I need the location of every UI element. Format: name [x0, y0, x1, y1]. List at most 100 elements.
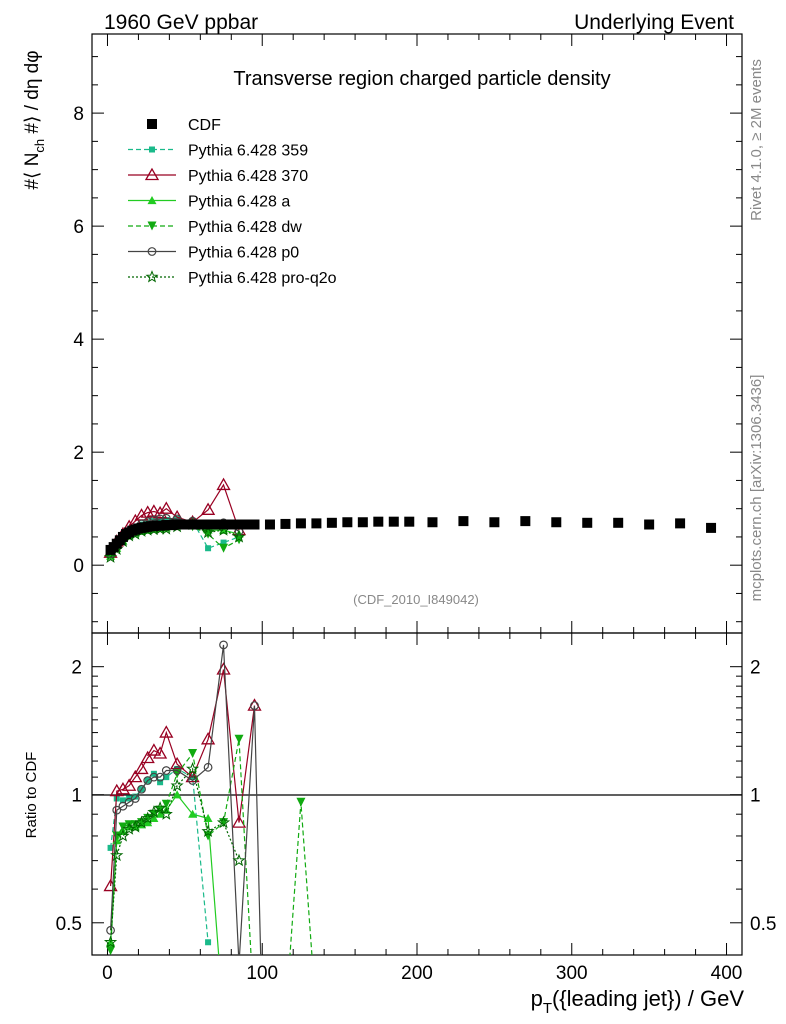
data-point [342, 517, 353, 528]
x-tick-label: 200 [401, 963, 433, 984]
ratio-point [122, 778, 137, 791]
legend-entry: Pythia 6.428 p0 [128, 245, 299, 262]
data-point [404, 516, 415, 527]
legend: CDF Pythia 6.428 359 Pythia 6.428 370 Pythi… [128, 117, 337, 287]
legend-marker [147, 196, 157, 205]
ratio-point [128, 769, 143, 783]
mc-point [220, 539, 227, 546]
legend-marker [144, 167, 160, 181]
ratio-point [216, 815, 231, 829]
legend-label: Pythia 6.428 p0 [188, 245, 299, 262]
data-point [326, 517, 337, 528]
ratio-plot-frame [91, 632, 743, 956]
ratio-point [153, 801, 167, 814]
ratio-point [124, 797, 134, 807]
ratio-y-tick-label-right: 2 [750, 658, 761, 679]
ratio-point [188, 776, 197, 785]
ratio-point [107, 844, 114, 851]
ratio-series-pythia-6-428-p0 [106, 640, 262, 968]
ratio-series-pythia-6-428-370 [103, 662, 262, 892]
ratio-point [112, 805, 122, 815]
ratio-point [235, 960, 243, 968]
ratio-y-tick-label-right: 1 [750, 786, 761, 807]
data-point [458, 516, 469, 527]
main-axis-ticks: 0 2 4 6 8 [73, 34, 742, 633]
ratio-data-layer [103, 640, 313, 968]
header-right: Underlying Event [574, 11, 734, 34]
ratio-point [219, 640, 228, 650]
main-y-tick-label: 8 [73, 104, 84, 125]
ratio-point [234, 734, 244, 744]
data-point [295, 518, 306, 529]
ratio-point [203, 762, 213, 772]
chart-title: Transverse region charged particle densi… [233, 68, 610, 90]
ratio-point [201, 824, 215, 837]
mc-point [216, 477, 231, 491]
ratio-point [159, 725, 174, 738]
series-line [110, 523, 240, 558]
data-point [280, 518, 291, 529]
legend-marker [149, 146, 155, 153]
legend-label: CDF [188, 117, 221, 134]
x-axis-label: pT({leading jet}) / GeV [531, 986, 745, 1017]
ratio-series-pythia-6-428-pro-q2o [103, 761, 246, 948]
mc-point [152, 505, 168, 519]
ratio-y-tick-label: 1 [71, 786, 82, 807]
legend-entry: CDF [147, 117, 221, 134]
ratio-line [110, 644, 262, 955]
data-point [675, 518, 686, 529]
ratio-point [169, 756, 185, 770]
ratio-point [200, 731, 216, 745]
data-point [427, 517, 438, 528]
ratio-point [106, 946, 116, 955]
x-tick-label: 100 [246, 963, 278, 984]
legend-marker [147, 119, 157, 129]
data-point [520, 516, 531, 527]
main-y-tick-label: 0 [73, 556, 84, 577]
ratio-point [132, 793, 139, 800]
ratio-point [159, 807, 173, 820]
data-point [373, 516, 384, 527]
ratio-point [155, 772, 165, 782]
legend-label: Pythia 6.428 dw [188, 219, 302, 236]
ratio-point [152, 746, 168, 759]
data-point [357, 517, 368, 528]
ratio-point [149, 772, 159, 782]
ratio-point [118, 822, 128, 832]
analysis-tag: (CDF_2010_I849042) [353, 592, 479, 607]
ratio-point [161, 766, 171, 775]
ratio-point [141, 811, 155, 824]
ratio-point [118, 801, 128, 811]
legend-entry: Pythia 6.428 370 [128, 167, 308, 185]
ratio-point [119, 797, 126, 804]
ratio-point [110, 848, 124, 862]
legend-entry: Pythia 6.428 pro-q2o [128, 270, 337, 287]
data-point [582, 517, 593, 528]
mc-point [200, 502, 216, 515]
ratio-point [130, 794, 140, 803]
ratio-series-pythia-6-428-359 [107, 765, 212, 946]
ratio-series-pythia-6-428-dw [106, 734, 313, 955]
mc-point [219, 543, 229, 553]
mc-point [163, 516, 170, 523]
legend-marker [147, 221, 157, 231]
ratio-point [163, 774, 170, 781]
ratio-point [170, 778, 184, 792]
legend-marker [147, 247, 157, 256]
ratio-y-axis-label: Ratio to CDF [23, 752, 40, 839]
data-point [613, 517, 624, 528]
ratio-y-tick-label-right: 0.5 [750, 914, 776, 935]
legend-label: Pythia 6.428 370 [188, 168, 308, 185]
ratio-point [172, 790, 182, 799]
mc-point [232, 529, 246, 543]
data-point [644, 519, 655, 530]
ratio-point [103, 935, 118, 948]
ratio-point [106, 925, 115, 935]
mc-point [103, 550, 118, 563]
main-y-tick-label: 6 [73, 217, 84, 238]
ratio-point [112, 831, 122, 841]
x-tick-label: 300 [556, 963, 588, 984]
ratio-y-tick-label: 0.5 [56, 914, 82, 935]
legend-entry: Pythia 6.428 dw [128, 219, 302, 236]
ratio-point [231, 815, 247, 828]
